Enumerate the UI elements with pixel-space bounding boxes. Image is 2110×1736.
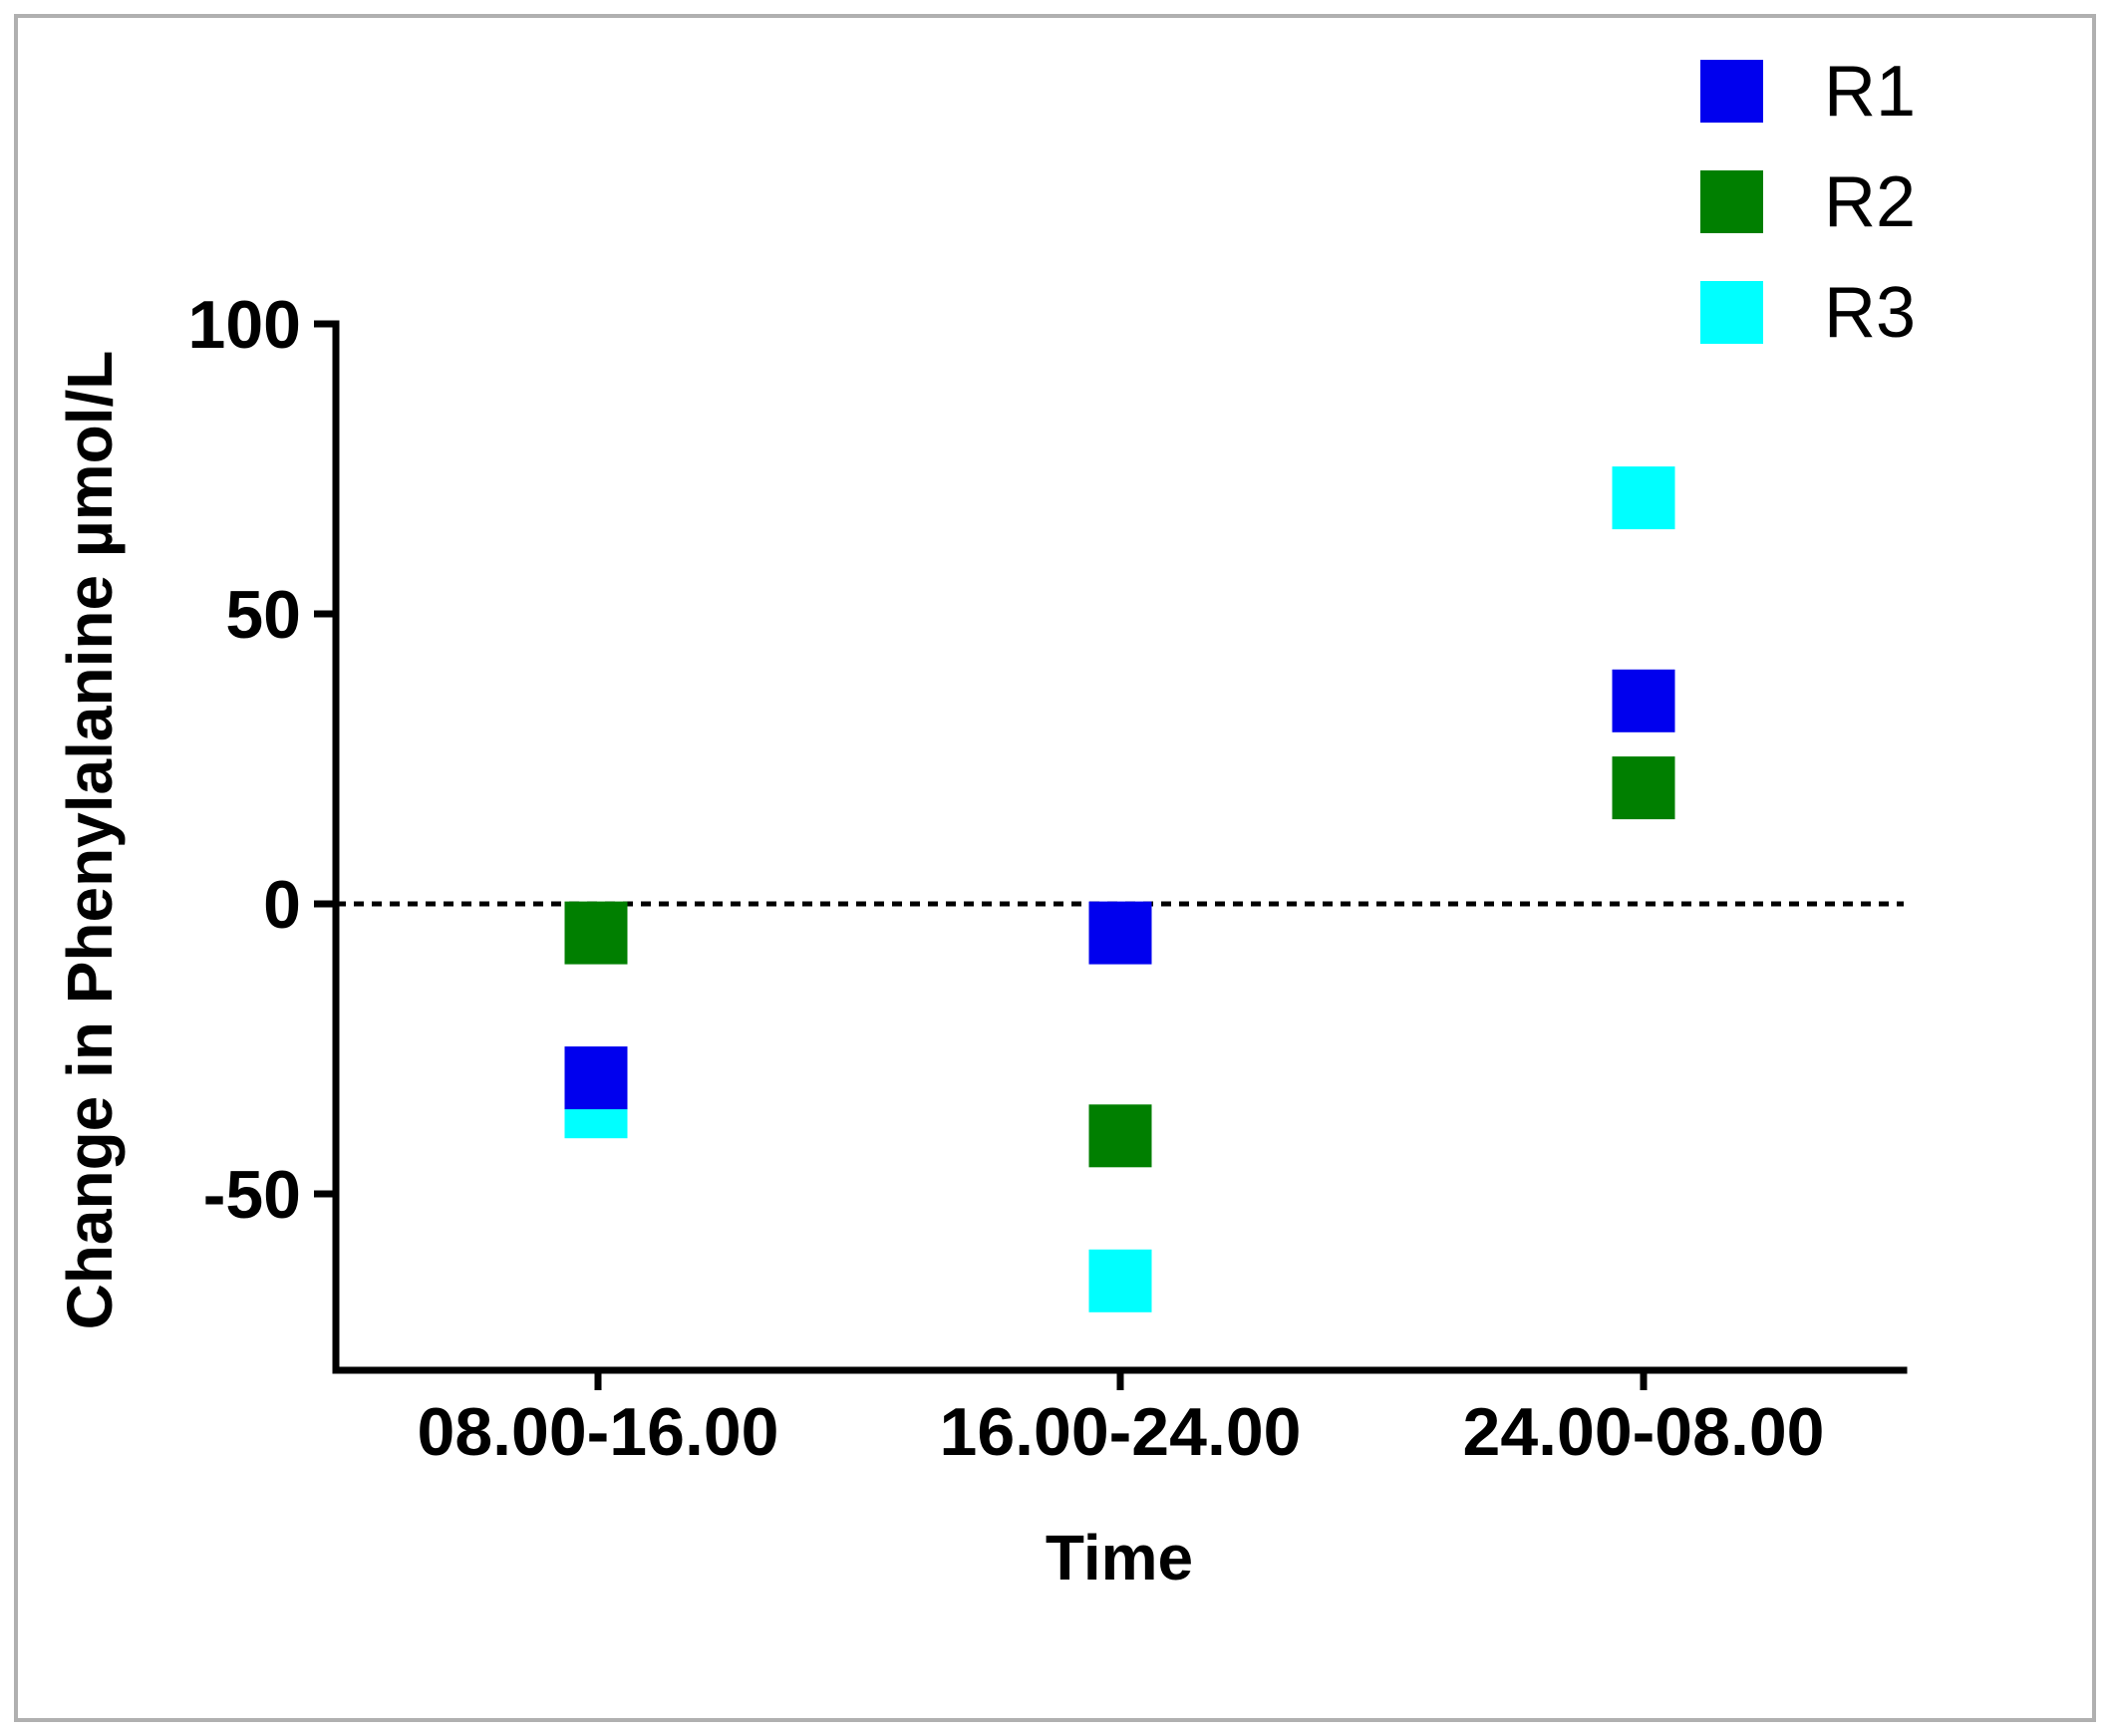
legend-swatch-r2 [1700,170,1763,233]
data-point-r2 [1612,756,1675,820]
x-axis-title: Time [1046,1522,1193,1593]
y-tick-label: 100 [188,287,301,363]
data-point-r1 [1612,669,1675,732]
legend-swatch-r1 [1700,60,1763,123]
data-points-layer [564,466,1675,1312]
y-tick-label: 0 [263,867,301,943]
legend-label-r3: R3 [1824,273,1916,353]
x-tick-label: 24.00-08.00 [1463,1394,1825,1470]
y-axis-ticks: -50 0 50 100 [188,287,336,1233]
data-point-r2 [564,901,628,965]
data-point-r2 [1088,1104,1152,1168]
x-tick-label: 16.00-24.00 [940,1394,1302,1470]
y-tick-label: 50 [225,577,301,653]
data-point-r3 [1612,466,1675,530]
data-point-r1 [564,1046,628,1110]
legend-label-r1: R1 [1824,52,1916,132]
x-axis-ticks: 08.00-16.00 16.00-24.00 24.00-08.00 [418,1370,1825,1470]
x-tick-label: 08.00-16.00 [418,1394,779,1470]
legend-swatch-r3 [1700,281,1763,344]
data-point-r3 [1088,1249,1152,1312]
legend: R1 R2 R3 [1700,52,1916,353]
legend-label-r2: R2 [1824,162,1916,242]
y-axis-title: Change in Phenylalanine µmol/L [54,351,126,1330]
y-tick-label: -50 [203,1157,301,1233]
data-point-r1 [1088,901,1152,965]
